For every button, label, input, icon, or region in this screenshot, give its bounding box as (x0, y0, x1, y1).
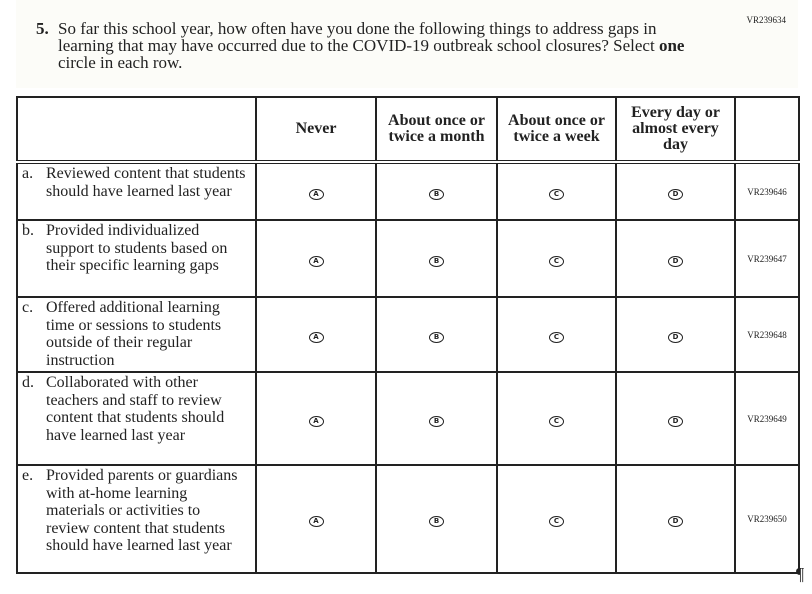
radio-bubble-b[interactable]: B (429, 331, 444, 343)
row-variable-id: VR239649 (734, 371, 800, 466)
option-cell: A (255, 371, 377, 466)
question-band (16, 0, 798, 88)
radio-bubble-b[interactable]: B (429, 255, 444, 267)
option-cell: D (615, 464, 736, 574)
header-blank (16, 96, 257, 164)
table-row: b. Provided individualized support to stu… (16, 219, 800, 298)
radio-bubble-d[interactable]: D (668, 255, 683, 267)
header-daily: Every day or almost every day (615, 96, 736, 164)
header-vr-blank (734, 96, 800, 164)
option-cell: B (375, 161, 498, 221)
row-variable-id: VR239650 (734, 464, 800, 574)
row-label: e. Provided parents or guardians with at-… (16, 464, 257, 574)
question-text-part: So far this school year, how often have … (58, 19, 659, 55)
option-cell: B (375, 296, 498, 373)
header-row: Never About once or twice a month About … (16, 96, 800, 164)
radio-bubble-a[interactable]: A (308, 255, 324, 267)
header-monthly: About once or twice a month (375, 96, 498, 164)
row-label: c. Offered additional learning time or se… (16, 296, 257, 373)
radio-bubble-b[interactable]: B (429, 188, 444, 200)
header-weekly: About once or twice a week (496, 96, 617, 164)
row-label: d. Collaborated with other teachers and s… (16, 371, 257, 466)
table-row: e. Provided parents or guardians with at-… (16, 464, 800, 574)
row-label: a. Reviewed content that students should … (16, 161, 257, 221)
row-letter: a. (22, 165, 34, 182)
radio-bubble-d[interactable]: D (668, 516, 683, 527)
radio-bubble-d[interactable]: D (668, 188, 683, 200)
row-text: Provided individualized support to stude… (46, 222, 228, 274)
radio-bubble-c[interactable]: C (549, 331, 564, 343)
question-text-part: circle in each row. (58, 53, 183, 72)
row-text: Collaborated with other teachers and sta… (46, 374, 225, 444)
option-cell: A (255, 161, 377, 221)
option-cell: C (496, 371, 617, 466)
row-letter: b. (22, 222, 34, 239)
question-prompt: 5. So far this school year, how often ha… (36, 20, 716, 71)
question-number: 5. (36, 19, 49, 38)
radio-bubble-c[interactable]: C (549, 188, 564, 200)
option-cell: C (496, 464, 617, 574)
pilcrow-mark: ¶ (796, 564, 805, 584)
row-letter: e. (22, 467, 34, 484)
row-letter: d. (22, 374, 34, 391)
table-row: a. Reviewed content that students should … (16, 161, 800, 221)
header-never: Never (255, 96, 377, 164)
radio-bubble-a[interactable]: A (308, 188, 324, 200)
question-id: VR239634 (746, 15, 786, 25)
option-cell: D (615, 371, 736, 466)
option-cell: A (255, 219, 377, 298)
option-cell: D (615, 296, 736, 373)
option-cell: A (255, 296, 377, 373)
question-emphasis: one (658, 36, 685, 55)
radio-bubble-b[interactable]: B (429, 415, 444, 427)
option-cell: B (375, 371, 498, 466)
option-cell: B (375, 464, 498, 574)
option-cell: C (496, 161, 617, 221)
option-cell: A (255, 464, 377, 574)
option-cell: D (615, 161, 736, 221)
radio-bubble-c[interactable]: C (549, 415, 564, 427)
radio-bubble-b[interactable]: B (429, 516, 444, 527)
option-cell: D (615, 219, 736, 298)
radio-bubble-a[interactable]: A (308, 331, 324, 343)
response-grid: Never About once or twice a month About … (16, 96, 800, 574)
radio-bubble-a[interactable]: A (308, 516, 324, 527)
row-variable-id: VR239647 (734, 219, 800, 298)
row-variable-id: VR239646 (734, 161, 800, 221)
row-variable-id: VR239648 (734, 296, 800, 373)
radio-bubble-d[interactable]: D (668, 331, 683, 343)
radio-bubble-c[interactable]: C (549, 516, 564, 527)
row-text: Offered additional learning time or sess… (46, 299, 222, 369)
radio-bubble-c[interactable]: C (549, 255, 564, 267)
radio-bubble-a[interactable]: A (308, 415, 324, 427)
radio-bubble-d[interactable]: D (668, 415, 683, 427)
option-cell: C (496, 296, 617, 373)
row-letter: c. (22, 299, 34, 316)
option-cell: B (375, 219, 498, 298)
row-label: b. Provided individualized support to stu… (16, 219, 257, 298)
row-text: Reviewed content that students should ha… (46, 165, 246, 200)
row-text: Provided parents or guardians with at-ho… (46, 467, 238, 554)
table-row: c. Offered additional learning time or se… (16, 296, 800, 373)
question-text: So far this school year, how often have … (58, 20, 716, 71)
table-row: d. Collaborated with other teachers and s… (16, 371, 800, 466)
option-cell: C (496, 219, 617, 298)
